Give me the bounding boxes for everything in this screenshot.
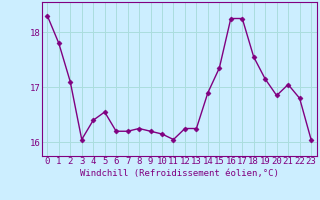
X-axis label: Windchill (Refroidissement éolien,°C): Windchill (Refroidissement éolien,°C) <box>80 169 279 178</box>
